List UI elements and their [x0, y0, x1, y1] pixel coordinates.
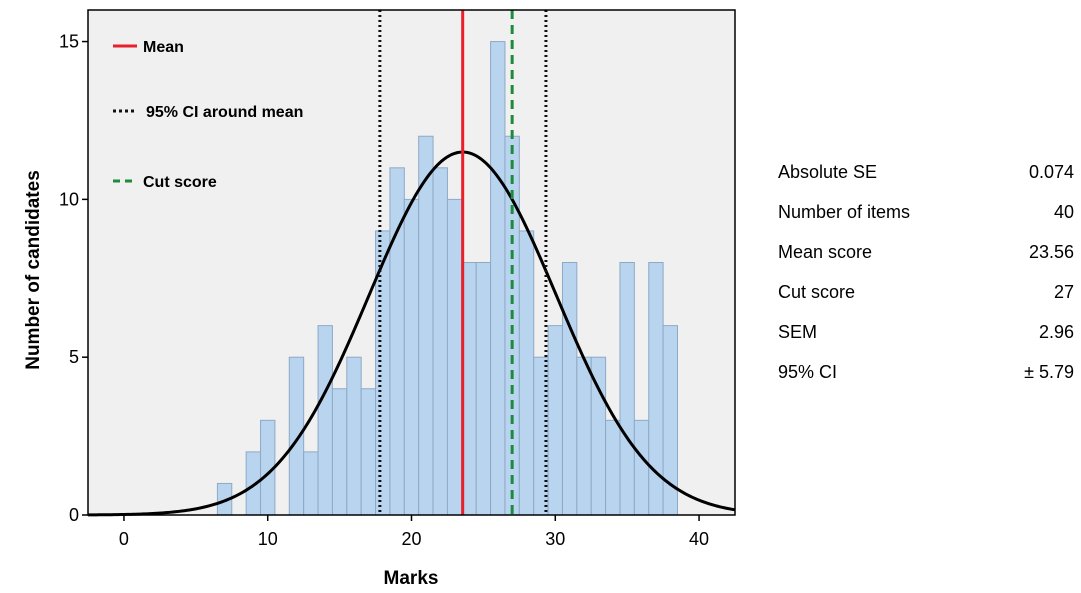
histogram-bar: [418, 135, 434, 516]
legend-label: Mean: [143, 39, 184, 56]
stat-row: Cut score 27: [778, 272, 1074, 312]
histogram-bar: [561, 262, 578, 516]
stat-row: Mean score 23.56: [778, 232, 1074, 272]
histogram-bar: [288, 356, 305, 516]
y-axis-title: Number of candidates: [23, 170, 44, 370]
stat-value: 27: [1053, 282, 1074, 302]
x-tick-label: 0: [119, 529, 129, 549]
stat-value: 2.96: [1038, 322, 1074, 342]
y-tick-label: 10: [59, 189, 79, 209]
y-tick-label: 5: [69, 347, 79, 367]
histogram-bar: [331, 388, 348, 516]
x-tick-label: 30: [545, 529, 565, 549]
stat-value: 40: [1053, 202, 1074, 222]
stat-label: 95% CI: [778, 362, 838, 382]
histogram-bar: [605, 419, 621, 516]
histogram-bar: [576, 356, 592, 516]
histogram-bar: [490, 41, 506, 516]
stat-label: SEM: [778, 322, 818, 342]
stat-label: Number of items: [778, 202, 911, 222]
histogram-chart: 0 10 20 30 40 0 5 10 15 Mean 95% CI around mean Cu…: [23, 9, 736, 589]
histogram-bar: [475, 262, 492, 516]
normal-curve: [87, 150, 736, 517]
x-tick-label: 40: [689, 529, 709, 549]
histogram-bar: [403, 198, 420, 516]
stat-value: ± 5.79: [1024, 362, 1074, 382]
x-tick-label: 10: [258, 529, 278, 549]
stat-row: SEM 2.96: [778, 312, 1074, 352]
histogram-bar: [317, 325, 333, 516]
histogram-bar: [518, 230, 535, 516]
stat-label: Cut score: [778, 282, 856, 302]
histogram-bar: [432, 167, 448, 516]
histogram-bar: [303, 451, 319, 516]
y-tick-label: 0: [69, 505, 79, 525]
histogram-bar: [633, 419, 650, 516]
legend-label: 95% CI around mean: [146, 104, 303, 121]
y-tick-label: 15: [59, 32, 79, 52]
statistics-table: Absolute SE 0.074 Number of items 40 Mean sc…: [778, 152, 1074, 392]
stat-row: Absolute SE 0.074: [778, 152, 1074, 192]
histogram-bar: [446, 198, 463, 516]
x-axis-title: Marks: [384, 568, 439, 589]
stat-label: Mean score: [778, 242, 873, 262]
histogram-bar: [360, 388, 377, 516]
stat-value: 23.56: [1028, 242, 1074, 262]
stat-label: Absolute SE: [778, 162, 878, 182]
histogram-bar: [346, 356, 362, 516]
histogram-bar: [619, 262, 635, 516]
histogram-bar: [547, 325, 563, 516]
stat-row: Number of items 40: [778, 192, 1074, 232]
stat-value: 0.074: [1028, 162, 1074, 182]
legend-label: Cut score: [143, 174, 217, 191]
stat-row: 95% CI ± 5.79: [778, 352, 1074, 392]
x-tick-label: 20: [401, 529, 421, 549]
